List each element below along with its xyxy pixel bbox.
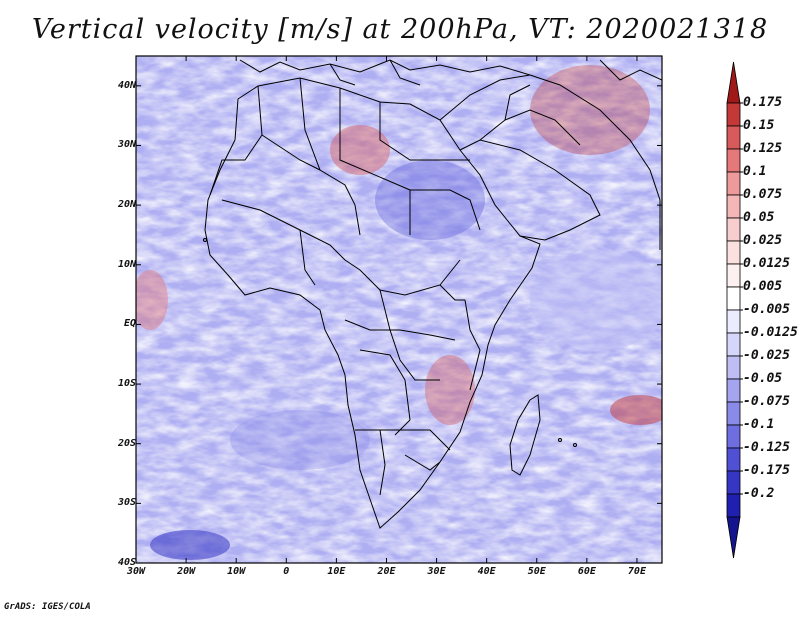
- colorbar-swatch: [726, 61, 741, 104]
- colorbar-swatch: [726, 125, 741, 150]
- colorbar-label: -0.125: [743, 440, 790, 455]
- colorbar-swatch: [726, 447, 741, 472]
- longitude-label: 50E: [527, 566, 546, 577]
- latitude-label: 30S: [117, 497, 136, 509]
- colorbar-swatch: [726, 378, 741, 403]
- colorbar-label: 0.175: [743, 95, 783, 110]
- colorbar-swatch: [726, 102, 741, 127]
- longitude-label: 20W: [177, 566, 196, 577]
- colorbar-swatch: [726, 148, 741, 173]
- colorbar-label: 0.075: [743, 187, 783, 202]
- longitude-label: 20E: [377, 566, 396, 577]
- longitude-label: 70E: [627, 566, 646, 577]
- colorbar-label: 0.025: [743, 233, 783, 248]
- latitude-label: 30N: [117, 139, 136, 151]
- colorbar-swatch: [726, 332, 741, 357]
- colorbar-label: -0.005: [743, 302, 790, 317]
- colorbar-swatch: [726, 355, 741, 380]
- colorbar-label: -0.025: [743, 348, 790, 363]
- colorbar-label: 0.0125: [743, 256, 790, 271]
- colorbar-swatch: [726, 401, 741, 426]
- latitude-label: 10S: [117, 378, 136, 390]
- credit-text: GrADS: IGES/COLA: [4, 602, 91, 612]
- colorbar-swatch: [726, 171, 741, 196]
- colorbar-swatch: [726, 194, 741, 219]
- colorbar-label: -0.2: [743, 486, 775, 501]
- colorbar-swatch: [726, 309, 741, 334]
- axis-ticks: [135, 56, 662, 564]
- latitude-label: EQ: [123, 318, 136, 330]
- colorbar-swatch: [726, 424, 741, 449]
- longitude-label: 30E: [427, 566, 446, 577]
- colorbar-swatch: [726, 470, 741, 495]
- colorbar-swatch: [726, 286, 741, 311]
- latitude-label: 10N: [117, 258, 136, 270]
- colorbar-label: 0.125: [743, 141, 783, 156]
- colorbar-label: -0.175: [743, 463, 790, 478]
- colorbar-swatch: [726, 263, 741, 288]
- longitude-label: 0: [283, 566, 290, 577]
- latitude-label: 20S: [117, 437, 136, 449]
- colorbar-swatch: [726, 516, 741, 559]
- colorbar-label: 0.05: [743, 210, 775, 225]
- velocity-field: [136, 56, 662, 563]
- colorbar: [726, 61, 743, 559]
- longitude-label: 10W: [227, 566, 246, 577]
- colorbar-label: 0.15: [743, 118, 775, 133]
- longitude-label: 10E: [327, 566, 346, 577]
- chart-title: Vertical velocity [m/s] at 200hPa, VT: 2…: [31, 14, 769, 45]
- longitude-label: 30W: [126, 566, 146, 577]
- latitude-label: 40N: [117, 79, 136, 91]
- colorbar-label: 0.1: [743, 164, 767, 179]
- colorbar-label: 0.005: [743, 279, 783, 294]
- plot-frame: [135, 55, 663, 564]
- colorbar-label: -0.075: [743, 394, 790, 409]
- longitude-label: 60E: [577, 566, 596, 577]
- colorbar-label: -0.0125: [743, 325, 798, 340]
- coastlines: [203, 59, 662, 529]
- colorbar-swatch: [726, 240, 741, 265]
- colorbar-label: -0.1: [743, 417, 775, 432]
- longitude-label: 40E: [477, 566, 496, 577]
- colorbar-label: -0.05: [743, 371, 783, 386]
- colorbar-swatch: [726, 493, 741, 518]
- colorbar-swatch: [726, 217, 741, 242]
- latitude-label: 40S: [117, 557, 136, 568]
- latitude-label: 20N: [117, 199, 136, 211]
